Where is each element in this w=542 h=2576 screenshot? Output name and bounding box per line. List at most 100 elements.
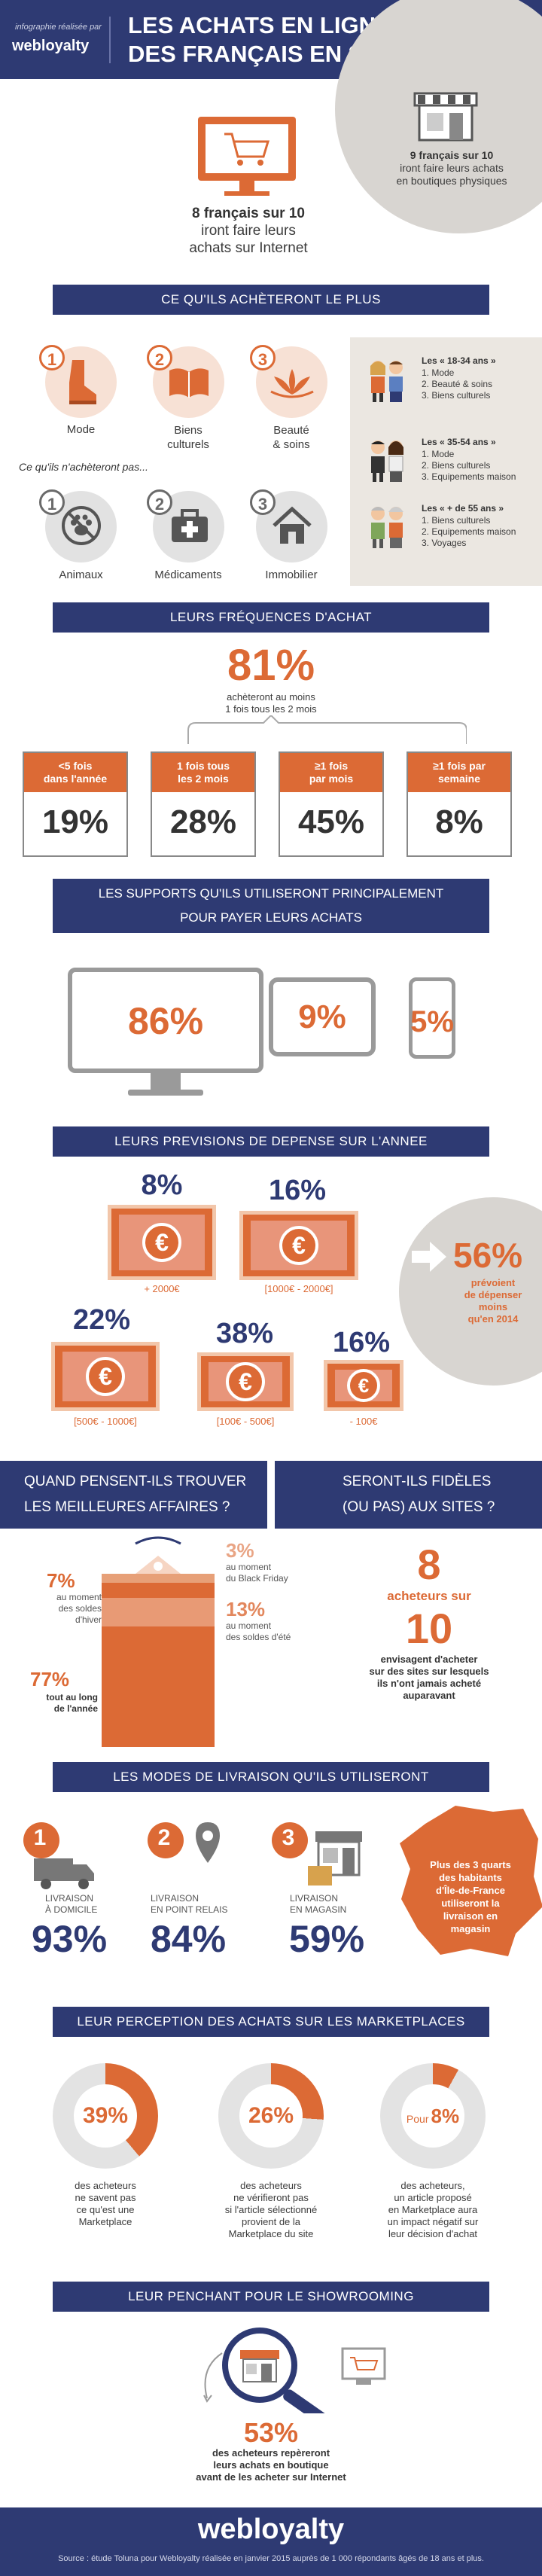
buy-item-label-l1: Biens [174,424,202,437]
mp-l3: si l'article sélectionné [224,2204,318,2215]
showrooming-illustration [203,2328,386,2413]
devices-title-l2: POUR PAYER LEURS ACHATS [180,910,362,925]
deal-winter-l3: d'hiver [75,1614,102,1625]
spend-pct: 16% [332,1327,391,1358]
marketplace-value: 26% [239,2084,303,2148]
tablet-value: 9% [298,998,346,1035]
spend-less-l1: prévoient [470,1277,516,1288]
frequency-card-label-l1: <5 fois [58,760,93,772]
spend-label: [100€ - 500€] [216,1416,275,1427]
deal-bf-l2: du Black Friday [226,1573,288,1584]
deal-winter-l1: au moment [56,1592,102,1602]
idf-l3: d'Île-de-France [436,1885,505,1896]
loyalty-t1: envisagent d'acheter [380,1654,478,1665]
mp-l1: des acheteurs [240,2180,302,2191]
deal-year-l1: tout au long [46,1692,98,1703]
age-group-item: 3. Biens culturels [422,390,491,401]
mp-l3: en Marketplace aura [388,2204,478,2215]
footer [0,2507,542,2576]
marketplace-caption: des acheteurs ne savent pas ce qu'est une M… [41,2180,169,2228]
delivery-label: LIVRAISON EN POINT RELAIS [151,1893,227,1916]
house-icon [273,506,312,544]
frequency-card: ≥1 fois par semaine 8% [406,751,512,857]
delivery-label-l2: À DOMICILE [45,1904,98,1915]
delivery-label-l2: EN POINT RELAIS [151,1904,228,1915]
frequency-caption-l1: achèteront au moins [227,691,315,703]
delivery-value: 59% [289,1918,365,1960]
desktop-icon: 86% [68,968,263,1103]
store-stat: 9 français sur 10 iront faire leurs acha… [376,149,527,187]
mp-l4: provient de la [241,2216,301,2227]
age-group: Les « + de 55 ans » 1. Biens culturels 2… [361,501,542,569]
store-stat-number: 9 français sur 10 [410,149,494,161]
couple-icon [371,507,403,548]
section-title-buy: CE QU'ILS ACHÈTERONT LE PLUS [53,285,489,315]
spend-pct: 38% [215,1318,274,1349]
not-buy-number: 2 [147,489,172,515]
spend-label: [500€ - 1000€] [74,1416,137,1427]
deal-summer-l1: au moment [226,1620,272,1631]
mp-l2: un article proposé [394,2192,472,2203]
not-buy-label: Médicaments [154,569,222,581]
frequency-card-label-l2: les 2 mois [178,773,229,785]
age-group-item: 1. Biens culturels [422,515,491,526]
price-tag-icon [102,1536,215,1747]
showrooming-value: 53% [243,2417,299,2448]
desktop-value: 86% [127,1000,204,1042]
section-title-loyalty: SERONT-ILS FIDÈLES (OU PAS) AUX SITES ? [275,1461,542,1529]
frequency-card-value: 45% [297,803,365,840]
logo-brand: webloyalty [12,38,90,54]
deal-bf-l1: au moment [226,1562,272,1572]
store-stat-line2: iront faire leurs achats [400,162,504,174]
not-buy-label: Animaux [59,569,103,581]
not-buy-number: 1 [39,489,65,515]
store-icon [412,89,480,142]
age-group: Les « 18-34 ans » 1. Mode 2. Beauté & so… [361,354,542,422]
age-group-item: 2. Biens culturels [422,460,491,471]
spend-less-l3: moins [478,1301,508,1312]
euro-icon: € [86,1357,125,1396]
mp-l5: Marketplace du site [228,2228,314,2239]
frequency-bracket [187,715,467,744]
spend-pct: 16% [268,1175,327,1206]
delivery-label-l1: LIVRAISON [45,1893,94,1904]
ile-de-france-map [400,1806,542,1956]
mp-l1: des acheteurs, [400,2180,465,2191]
age-group-title: Les « + de 55 ans » [422,503,504,514]
loyalty-number: 8 [417,1541,441,1588]
buy-item-label-l1: Beauté [273,424,309,437]
frequency-caption-l2: 1 fois tous les 2 mois [225,703,317,715]
arrow-right-icon [412,1242,446,1272]
spend-label: [1000€ - 2000€] [264,1283,333,1294]
idf-l5: livraison en [443,1910,498,1922]
logo-tagline: infographie réalisée par [15,23,102,32]
frequency-card-value: 28% [169,803,237,840]
marketplace-donut: Pour 8% [380,2063,486,2169]
deal-year-value: 77% [30,1668,70,1690]
spend-pct: 8% [141,1169,183,1201]
idf-caption: Plus des 3 quarts des habitants d'Île-de-F… [418,1858,523,1935]
page-title-line1: LES ACHATS EN LIGNE [128,12,391,38]
age-group-item: 3. Equipements maison [422,471,516,482]
delivery-label: LIVRAISON À DOMICILE [45,1893,97,1916]
buy-item-label: Mode [66,423,96,436]
age-group-item: 2. Equipements maison [422,526,516,537]
delivery-number: 1 [33,1825,47,1850]
mp-l3: ce qu'est une [76,2204,135,2215]
delivery-number: 3 [282,1825,295,1850]
mp-l4: Marketplace [78,2216,132,2227]
loyalty-caption: acheteurs sur [387,1589,471,1603]
couple-icon [371,441,403,482]
internet-stat-line2: iront faire leurs [201,223,296,239]
delivery-label-l1: LIVRAISON [151,1893,199,1904]
deals-title-l1: QUAND PENSENT-ILS TROUVER [24,1474,247,1489]
loyalty-t2: sur des sites sur lesquels [369,1666,489,1677]
desktop-screen [68,968,263,1073]
desktop-base [128,1090,203,1096]
loyalty-number2: 10 [405,1605,453,1652]
spend-label: + 2000€ [144,1283,180,1294]
showrooming-l1: des acheteurs repèreront [212,2447,330,2459]
medkit-icon [172,509,208,542]
marketplace-donut: 39% [53,2063,158,2169]
spend-pct: 22% [72,1304,131,1336]
